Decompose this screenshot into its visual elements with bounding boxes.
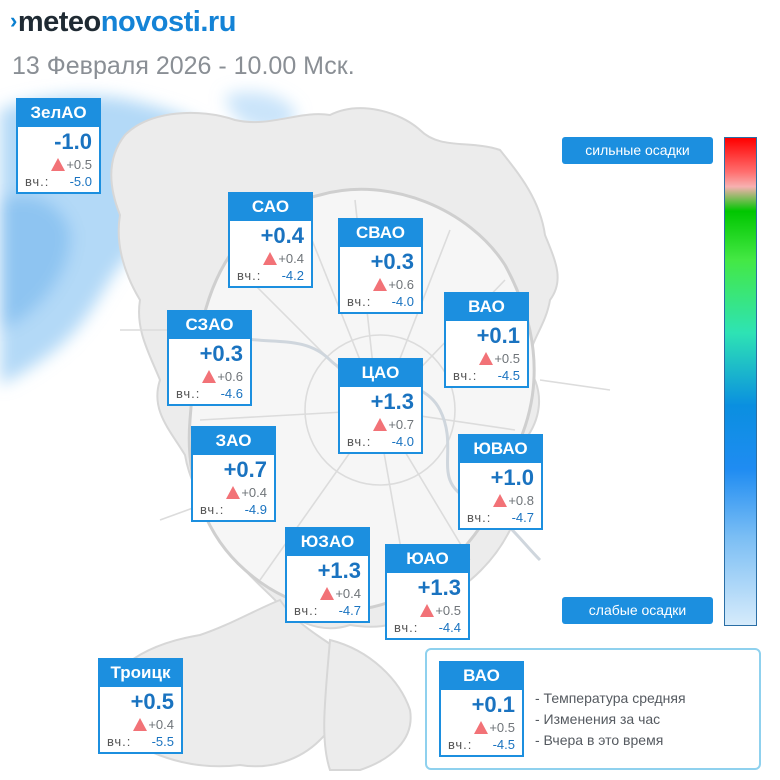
legend-sample-name: ВАО [439,661,524,690]
triangle-up-icon [133,718,148,731]
scale-bottom-label: слабые осадки [562,597,713,624]
district-yesterday: вч.: -4.0 [347,294,414,309]
district-yesterday: вч.: -4.5 [453,368,520,383]
triangle-up-icon [226,486,241,499]
district-name: ВАО [444,292,529,321]
district-yesterday: вч.: -5.5 [107,734,174,749]
district-change: +0.8 [460,491,541,510]
district-yesterday: вч.: -5.0 [25,174,92,189]
district-temp: +1.3 [370,389,414,414]
district-name: ЗелАО [16,98,101,127]
district-yesterday: вч.: -4.9 [200,502,267,517]
triangle-up-icon [474,721,489,734]
district-change: +0.7 [340,415,421,434]
district-yesterday: вч.: -4.4 [394,620,461,635]
district-card: ЦАО +1.3 +0.7 вч.: -4.0 [338,358,423,454]
triangle-up-icon [479,352,494,365]
district-yesterday: вч.: -4.7 [467,510,534,525]
district-temp: +0.5 [130,689,174,714]
district-card: ЗАО +0.7 +0.4 вч.: -4.9 [191,426,276,522]
scale-top-label: сильные осадки [562,137,713,164]
precipitation-scale [724,137,757,626]
district-card: ЮАО +1.3 +0.5 вч.: -4.4 [385,544,470,640]
district-temp: +0.7 [223,457,267,482]
triangle-up-icon [51,158,66,171]
triangle-up-icon [263,252,278,265]
logo-text-blue: novosti.ru [100,6,237,38]
legend-sample-change: +0.5 [441,718,522,737]
district-yesterday: вч.: -4.6 [176,386,243,401]
legend-sample-yesterday: вч.: -4.5 [448,737,515,752]
page-subtitle: 13 Февраля 2026 - 10.00 Мск. [12,52,355,80]
triangle-up-icon [373,418,388,431]
legend-sample-card: ВАО +0.1 +0.5 вч.: -4.5 [439,661,524,757]
district-temp: +1.0 [490,465,534,490]
district-name: ЦАО [338,358,423,387]
district-change: +0.5 [446,349,527,368]
district-yesterday: вч.: -4.2 [237,268,304,283]
triangle-up-icon [493,494,508,507]
district-yesterday: вч.: -4.7 [294,603,361,618]
triangle-up-icon [373,278,388,291]
district-change: +0.4 [193,483,274,502]
district-card: СВАО +0.3 +0.6 вч.: -4.0 [338,218,423,314]
district-name: ЗАО [191,426,276,455]
district-change: +0.6 [169,367,250,386]
district-temp: +1.3 [317,558,361,583]
district-temp: -1.0 [54,129,92,154]
triangle-up-icon [202,370,217,383]
chevron-right-icon: › [10,8,17,33]
legend-line-yesterday: - Вчера в это время [535,732,664,748]
district-name: Троицк [98,658,183,687]
district-change: +0.6 [340,275,421,294]
district-card: ВАО +0.1 +0.5 вч.: -4.5 [444,292,529,388]
district-temp: +0.1 [476,323,520,348]
district-change: +0.4 [230,249,311,268]
district-temp: +1.3 [417,575,461,600]
district-change: +0.5 [387,601,468,620]
district-temp: +0.3 [370,249,414,274]
district-name: ЮВАО [458,434,543,463]
triangle-up-icon [320,587,335,600]
district-name: СВАО [338,218,423,247]
logo-text-dark: meteo [17,6,101,38]
district-temp: +0.3 [199,341,243,366]
district-card: ЗелАО -1.0 +0.5 вч.: -5.0 [16,98,101,194]
legend-lines: - Температура средняя - Изменения за час… [535,688,686,751]
district-name: ЮЗАО [285,527,370,556]
district-change: +0.5 [18,155,99,174]
district-yesterday: вч.: -4.0 [347,434,414,449]
district-temp: +0.4 [260,223,304,248]
legend-line-temp: - Температура средняя [535,690,686,706]
district-change: +0.4 [287,584,368,603]
district-card: ЮЗАО +1.3 +0.4 вч.: -4.7 [285,527,370,623]
district-card: ЮВАО +1.0 +0.8 вч.: -4.7 [458,434,543,530]
legend-sample-temp: +0.1 [471,692,515,717]
district-name: ЮАО [385,544,470,573]
legend-line-change: - Изменения за час [535,711,661,727]
triangle-up-icon [420,604,435,617]
legend: ВАО +0.1 +0.5 вч.: -4.5 - Температура сре… [425,648,761,770]
site-logo[interactable]: ›meteonovosti.ru [10,6,236,39]
district-card: Троицк +0.5 +0.4 вч.: -5.5 [98,658,183,754]
district-name: САО [228,192,313,221]
district-change: +0.4 [100,715,181,734]
district-card: СЗАО +0.3 +0.6 вч.: -4.6 [167,310,252,406]
district-name: СЗАО [167,310,252,339]
district-card: САО +0.4 +0.4 вч.: -4.2 [228,192,313,288]
